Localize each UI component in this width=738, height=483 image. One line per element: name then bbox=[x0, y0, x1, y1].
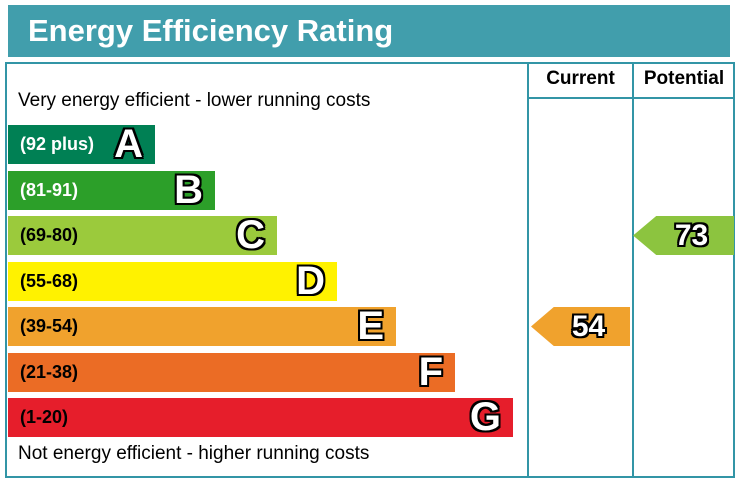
band-f-range-label: (21-38) bbox=[20, 362, 79, 382]
band-row-g: (1-20) G bbox=[8, 395, 513, 439]
current-rating-value: 54 bbox=[571, 310, 606, 343]
potential-column-header: Potential bbox=[643, 68, 725, 89]
band-a-range-label: (92 plus) bbox=[20, 134, 95, 154]
bottom-scale-note: Not energy efficient - higher running co… bbox=[18, 443, 370, 464]
band-c-letter: C bbox=[236, 213, 265, 257]
potential-rating-value: 73 bbox=[674, 219, 709, 252]
potential-rating-arrow: 73 bbox=[633, 216, 734, 255]
band-a-letter: A bbox=[114, 122, 143, 166]
band-row-b: (81-91) B bbox=[8, 168, 215, 212]
top-scale-note: Very energy efficient - lower running co… bbox=[18, 90, 371, 111]
band-b-letter: B bbox=[174, 168, 203, 212]
band-d-range-label: (55-68) bbox=[20, 271, 79, 291]
band-row-a: (92 plus) A bbox=[8, 122, 155, 166]
band-f-letter: F bbox=[418, 350, 443, 394]
band-b-range-label: (81-91) bbox=[20, 180, 79, 200]
current-column-divider bbox=[527, 62, 529, 478]
current-rating-arrow: 54 bbox=[531, 307, 630, 346]
band-g-letter: G bbox=[469, 395, 501, 439]
band-c-range-label: (69-80) bbox=[20, 225, 79, 245]
potential-column-divider bbox=[632, 62, 634, 478]
chart-title: Energy Efficiency Rating bbox=[8, 5, 730, 57]
band-e-range-label: (39-54) bbox=[20, 316, 79, 336]
column-header-underline bbox=[527, 97, 734, 99]
current-column-header: Current bbox=[546, 68, 615, 89]
band-e-letter: E bbox=[357, 304, 384, 348]
band-g-range-label: (1-20) bbox=[20, 407, 69, 427]
band-row-d: (55-68) D bbox=[8, 259, 337, 303]
band-row-c: (69-80) C bbox=[8, 213, 277, 257]
band-d-letter: D bbox=[296, 259, 325, 303]
band-row-f: (21-38) F bbox=[8, 350, 455, 394]
band-row-e: (39-54) E bbox=[8, 304, 396, 348]
